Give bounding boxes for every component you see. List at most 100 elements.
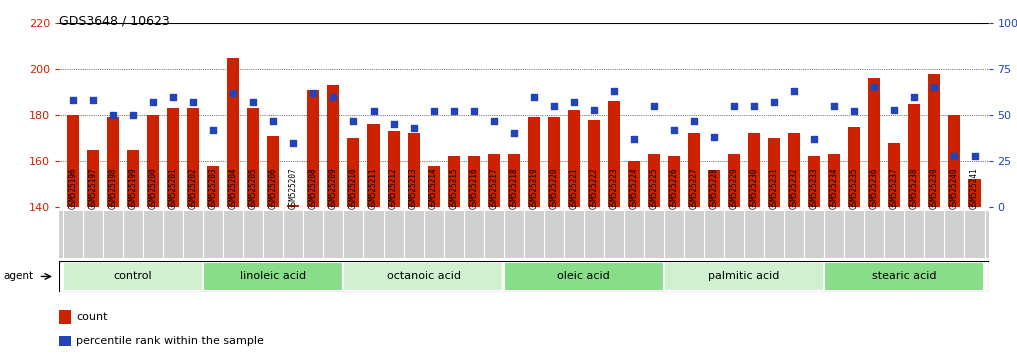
FancyBboxPatch shape (824, 262, 984, 291)
Point (165, 94, 181, 99)
Bar (327, 85, 340, 207)
Point (505, 131, 522, 136)
Point (666, 127, 682, 133)
Point (225, 90, 241, 96)
Bar (728, 154, 740, 207)
Point (526, 94, 542, 99)
Point (385, 121, 402, 127)
Bar (689, 133, 700, 207)
Text: palmitic acid: palmitic acid (709, 272, 780, 281)
Bar (788, 133, 800, 207)
Point (305, 90, 321, 96)
Bar (348, 138, 359, 207)
FancyBboxPatch shape (203, 262, 343, 291)
Point (586, 107, 602, 112)
Point (346, 118, 362, 124)
Bar (427, 166, 439, 207)
Bar (588, 120, 600, 207)
Point (125, 112, 141, 118)
Bar (387, 131, 400, 207)
Bar (267, 136, 280, 207)
Bar (869, 78, 881, 207)
Point (145, 99, 162, 105)
Bar (708, 170, 720, 207)
Bar (247, 108, 259, 207)
Bar (908, 104, 920, 207)
Bar (67, 115, 79, 207)
Bar (949, 115, 960, 207)
Bar (107, 118, 119, 207)
Bar (288, 205, 299, 207)
Bar (147, 115, 159, 207)
Point (646, 103, 662, 109)
Text: percentile rank within the sample: percentile rank within the sample (76, 336, 264, 346)
Point (265, 118, 282, 124)
Bar (548, 118, 559, 207)
Bar (889, 143, 900, 207)
Point (886, 107, 902, 112)
Point (365, 109, 381, 114)
Point (906, 94, 922, 99)
FancyBboxPatch shape (344, 262, 503, 291)
Point (185, 99, 201, 105)
FancyBboxPatch shape (63, 262, 202, 291)
Bar (768, 138, 780, 207)
Point (826, 103, 842, 109)
Bar (87, 149, 99, 207)
FancyBboxPatch shape (664, 262, 824, 291)
Bar (929, 74, 941, 207)
Bar (488, 154, 499, 207)
Point (625, 136, 642, 142)
Bar (828, 154, 840, 207)
Point (445, 109, 462, 114)
Point (685, 118, 702, 124)
Point (706, 134, 722, 140)
Point (285, 140, 301, 145)
Bar (207, 166, 220, 207)
Point (406, 125, 422, 131)
Bar (127, 149, 139, 207)
Point (786, 88, 802, 94)
Point (606, 88, 622, 94)
FancyBboxPatch shape (503, 262, 663, 291)
Bar (408, 133, 420, 207)
Point (846, 109, 862, 114)
Bar (809, 156, 821, 207)
Text: octanoic acid: octanoic acid (386, 272, 461, 281)
Bar (227, 57, 239, 207)
Bar (608, 101, 620, 207)
Text: oleic acid: oleic acid (557, 272, 610, 281)
Text: agent: agent (3, 272, 34, 281)
Point (245, 99, 261, 105)
Point (866, 85, 883, 90)
Point (726, 103, 742, 109)
Text: count: count (76, 312, 108, 322)
Bar (627, 161, 640, 207)
Point (565, 99, 582, 105)
Bar (749, 133, 760, 207)
Bar (567, 110, 580, 207)
Point (485, 118, 501, 124)
Point (926, 85, 943, 90)
Bar (968, 179, 980, 207)
Bar (187, 108, 199, 207)
Bar (468, 156, 480, 207)
Bar (528, 118, 540, 207)
Point (105, 112, 121, 118)
Bar (307, 90, 319, 207)
Point (205, 127, 222, 133)
Point (325, 94, 342, 99)
Bar (167, 108, 179, 207)
Point (466, 109, 482, 114)
Bar (648, 154, 660, 207)
Bar (447, 156, 460, 207)
Bar (367, 124, 379, 207)
Bar (507, 154, 520, 207)
Bar (668, 156, 680, 207)
Text: GDS3648 / 10623: GDS3648 / 10623 (59, 14, 170, 27)
Text: stearic acid: stearic acid (873, 272, 937, 281)
Point (546, 103, 562, 109)
Point (65, 97, 81, 103)
Point (806, 136, 823, 142)
Point (947, 153, 963, 158)
